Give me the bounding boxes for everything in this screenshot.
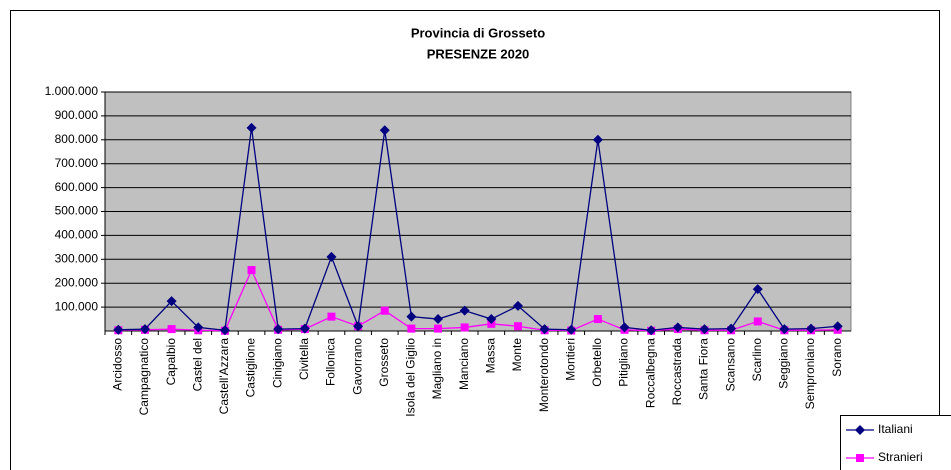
data-point <box>434 324 443 333</box>
data-point <box>406 311 417 322</box>
x-tick-label: Seggiano <box>777 338 791 389</box>
data-point <box>486 314 497 325</box>
x-tick-label: Sorano <box>830 338 844 377</box>
data-point <box>753 317 762 326</box>
legend-label: Stranieri <box>878 450 923 464</box>
data-point <box>806 323 817 334</box>
chart-subtitle: PRESENZE 2020 <box>427 46 530 61</box>
y-tick-label: 500.000 <box>55 204 99 218</box>
x-tick-label: Monte <box>510 338 524 372</box>
data-point <box>726 323 737 334</box>
data-point <box>539 324 550 335</box>
x-tick-label: Massa <box>483 338 497 374</box>
x-tick-label: Castell'Azzara <box>217 338 231 415</box>
y-tick-label: 100.000 <box>55 299 99 313</box>
data-point <box>699 324 710 335</box>
data-point <box>459 305 470 316</box>
y-tick-label: 600.000 <box>55 180 99 194</box>
x-tick-label: Grosseto <box>377 338 391 387</box>
data-point <box>139 324 150 335</box>
x-tick-label: Montieri <box>563 338 577 381</box>
x-tick-label: Monterotondo <box>537 338 551 412</box>
y-tick-label: 1.000.000 <box>45 84 99 98</box>
series-line <box>118 127 838 331</box>
data-point <box>247 266 256 275</box>
data-point <box>193 322 204 333</box>
data-point <box>512 300 523 311</box>
x-tick-label: Capalbio <box>164 338 178 386</box>
data-point <box>646 325 657 336</box>
x-tick-label: Scansano <box>723 338 737 392</box>
y-tick-label: 400.000 <box>55 228 99 242</box>
data-point <box>353 321 364 332</box>
data-point <box>166 296 177 307</box>
data-point <box>379 125 390 136</box>
data-point <box>113 324 124 335</box>
chart-title: Provincia di Grosseto <box>411 25 545 40</box>
data-point <box>407 324 416 333</box>
data-point <box>167 325 176 334</box>
data-point <box>566 324 577 335</box>
data-point <box>513 322 522 331</box>
x-tick-label: Orbetello <box>590 338 604 387</box>
data-point <box>752 284 763 295</box>
x-tick-label: Castel del <box>190 338 204 391</box>
x-tick-label: Magliano in <box>430 338 444 399</box>
legend-marker <box>856 454 864 462</box>
y-tick-label: 700.000 <box>55 156 99 170</box>
y-tick-label: 200.000 <box>55 275 99 289</box>
legend-marker <box>855 425 865 435</box>
data-point <box>592 134 603 145</box>
series-line <box>118 268 838 332</box>
x-tick-label: Follonica <box>324 338 338 386</box>
data-point <box>327 312 336 321</box>
legend-label: Italiani <box>878 422 913 436</box>
data-point <box>832 321 843 332</box>
data-point <box>219 325 230 336</box>
y-tick-label: 900.000 <box>55 108 99 122</box>
data-point <box>326 251 337 262</box>
x-tick-label: Santa Fiora <box>697 338 711 400</box>
x-tick-label: Isola del Giglio <box>404 338 418 417</box>
x-tick-label: Castiglione <box>244 338 258 398</box>
data-point <box>460 323 469 332</box>
x-tick-label: Arcidosso <box>110 338 124 391</box>
data-point <box>619 322 630 333</box>
x-tick-label: Roccastrada <box>670 338 684 406</box>
data-point <box>593 315 602 324</box>
data-point <box>672 322 683 333</box>
x-tick-label: Manciano <box>457 338 471 390</box>
data-point <box>779 324 790 335</box>
x-tick-label: Semproniano <box>803 338 817 410</box>
x-tick-label: Gavorrano <box>350 338 364 395</box>
data-point <box>433 314 444 325</box>
data-point <box>273 324 284 335</box>
x-tick-label: Roccalbegna <box>643 338 657 408</box>
x-tick-label: Scarlino <box>750 338 764 382</box>
x-tick-label: Civitella <box>297 338 311 380</box>
y-tick-label: 800.000 <box>55 132 99 146</box>
data-point <box>299 323 310 334</box>
y-tick-label: 300.000 <box>55 251 99 265</box>
x-tick-label: Campagnatico <box>137 338 151 416</box>
x-tick-label: Cinigiano <box>270 338 284 388</box>
data-point <box>380 306 389 315</box>
x-tick-label: Pitigliano <box>617 338 631 387</box>
data-point <box>246 122 257 133</box>
